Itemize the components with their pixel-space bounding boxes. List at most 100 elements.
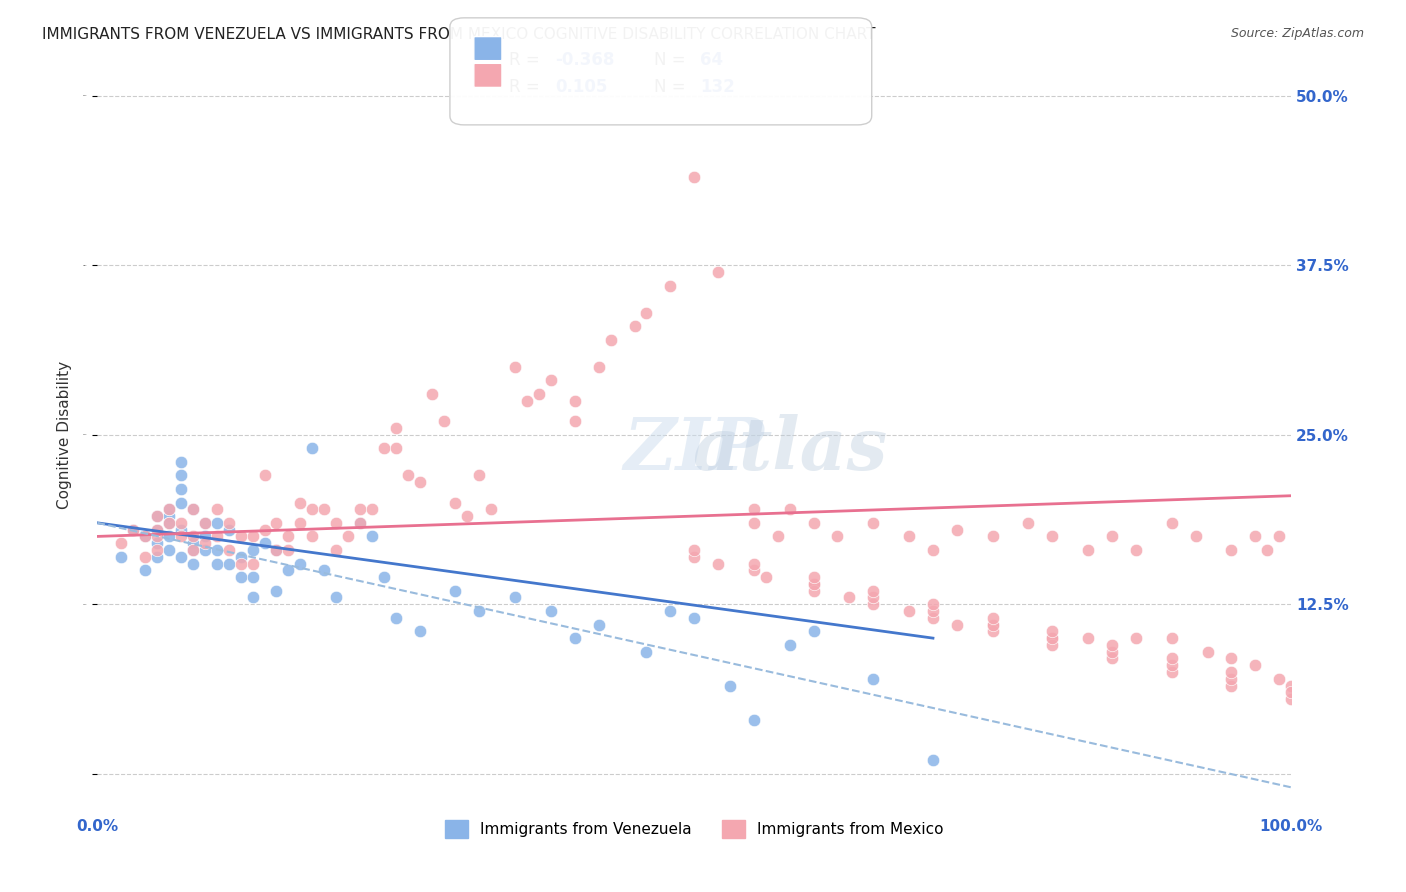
Point <box>599 333 621 347</box>
Point <box>301 442 323 456</box>
Point <box>229 549 252 564</box>
Point <box>862 597 884 611</box>
Point <box>157 516 180 530</box>
Point <box>1017 516 1039 530</box>
Point <box>981 611 1004 625</box>
Point <box>922 597 945 611</box>
Point <box>396 468 419 483</box>
Point <box>862 591 884 605</box>
Point <box>205 529 228 543</box>
Point <box>742 563 765 577</box>
Point <box>779 502 801 516</box>
Text: N =: N = <box>654 51 690 69</box>
Point <box>146 509 169 524</box>
Point <box>277 563 299 577</box>
Point <box>194 536 217 550</box>
Point <box>242 591 264 605</box>
Point <box>1040 529 1063 543</box>
Point <box>349 516 371 530</box>
Point <box>503 591 526 605</box>
Point <box>1125 543 1147 558</box>
Point <box>1101 645 1123 659</box>
Point <box>803 516 825 530</box>
Point <box>205 557 228 571</box>
Point <box>146 549 169 564</box>
Point <box>456 509 478 524</box>
Point <box>588 359 610 374</box>
Point <box>468 604 491 618</box>
Point <box>157 516 180 530</box>
Point <box>181 557 204 571</box>
Point <box>922 543 945 558</box>
Point <box>181 543 204 558</box>
Point <box>444 583 467 598</box>
Point <box>266 583 288 598</box>
Point <box>1125 631 1147 645</box>
Point <box>1220 679 1243 693</box>
Text: 100.0%: 100.0% <box>1260 819 1323 834</box>
Point <box>110 536 132 550</box>
Legend: Immigrants from Venezuela, Immigrants from Mexico: Immigrants from Venezuela, Immigrants fr… <box>439 814 950 845</box>
Text: ZIP: ZIP <box>624 414 765 485</box>
Point <box>408 624 430 639</box>
Point <box>1197 645 1219 659</box>
Point <box>194 516 217 530</box>
Point <box>181 502 204 516</box>
Point <box>1101 638 1123 652</box>
Point <box>325 543 347 558</box>
Point <box>981 529 1004 543</box>
Point <box>1268 672 1291 686</box>
Point <box>707 265 730 279</box>
Point <box>146 523 169 537</box>
Point <box>301 502 323 516</box>
Point <box>1077 631 1099 645</box>
Point <box>479 502 502 516</box>
Point <box>157 502 180 516</box>
Point <box>229 529 252 543</box>
Point <box>503 359 526 374</box>
Text: Source: ZipAtlas.com: Source: ZipAtlas.com <box>1230 27 1364 40</box>
Point <box>1160 658 1182 673</box>
Point <box>325 516 347 530</box>
Point <box>683 549 706 564</box>
Point <box>170 529 193 543</box>
Point <box>516 393 538 408</box>
Point <box>707 557 730 571</box>
Point <box>134 529 156 543</box>
Point <box>373 570 395 584</box>
Point <box>277 529 299 543</box>
Point <box>146 529 169 543</box>
Point <box>659 604 682 618</box>
Point <box>170 495 193 509</box>
Point <box>194 529 217 543</box>
Point <box>146 523 169 537</box>
Point <box>683 543 706 558</box>
Point <box>981 617 1004 632</box>
Point <box>361 502 384 516</box>
Point <box>742 502 765 516</box>
Point <box>146 536 169 550</box>
Point <box>803 570 825 584</box>
Point <box>432 414 454 428</box>
Point <box>468 468 491 483</box>
Point <box>1220 665 1243 679</box>
Point <box>266 543 288 558</box>
Point <box>827 529 849 543</box>
Point <box>385 421 408 435</box>
Point <box>564 393 586 408</box>
Point <box>325 591 347 605</box>
Point <box>755 570 778 584</box>
Point <box>205 516 228 530</box>
Point <box>1279 679 1302 693</box>
Point <box>253 536 276 550</box>
Point <box>181 529 204 543</box>
Point <box>229 557 252 571</box>
Point <box>588 617 610 632</box>
Point <box>898 529 921 543</box>
Point <box>838 591 860 605</box>
Point <box>242 529 264 543</box>
Point <box>134 549 156 564</box>
Text: IMMIGRANTS FROM VENEZUELA VS IMMIGRANTS FROM MEXICO COGNITIVE DISABILITY CORRELA: IMMIGRANTS FROM VENEZUELA VS IMMIGRANTS … <box>42 27 876 42</box>
Point <box>110 549 132 564</box>
Point <box>337 529 360 543</box>
